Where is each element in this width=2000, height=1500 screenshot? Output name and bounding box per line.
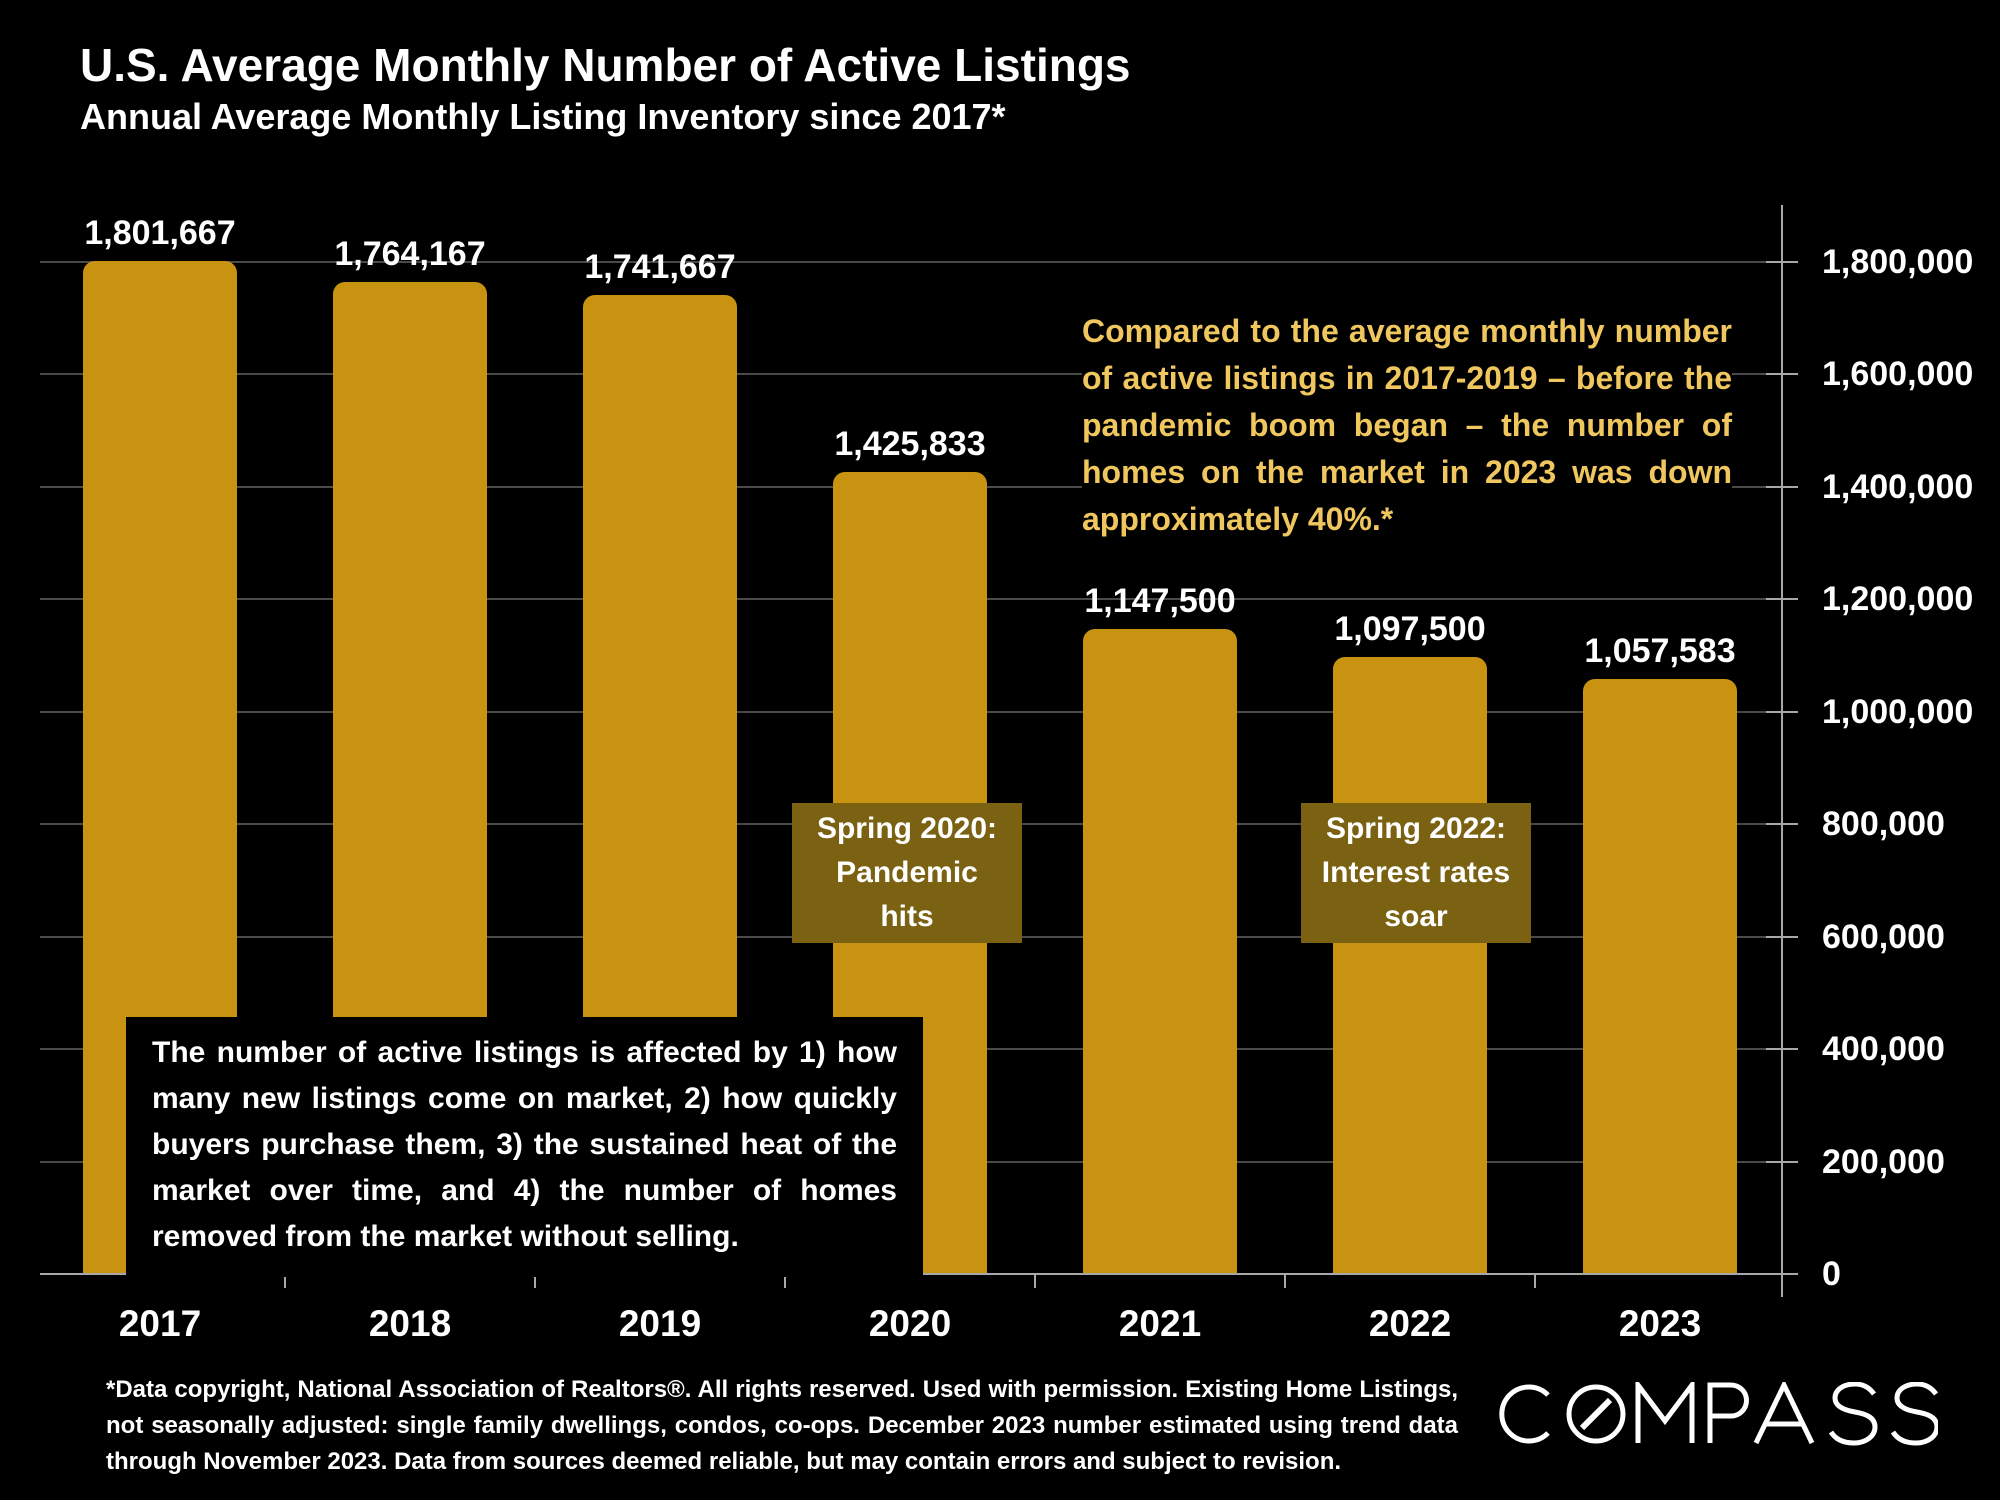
callout-spring-2020: Spring 2020: Pandemic hits [792,803,1022,943]
y-axis-tick-label: 1,800,000 [1822,243,1974,281]
y-axis-tick [1766,485,1798,488]
x-axis-label-2018: 2018 [368,1303,452,1344]
y-axis-tick [1766,1048,1798,1051]
x-axis-tick [784,1274,786,1288]
gridline [40,261,1782,263]
x-axis-label-2017: 2017 [118,1303,202,1344]
bar-value-label: 1,147,500 [1084,581,1236,620]
x-axis-label-2022: 2022 [1368,1303,1452,1344]
bar-value-label: 1,801,667 [84,214,236,253]
x-axis-tick [534,1274,536,1288]
page-title: U.S. Average Monthly Number of Active Li… [80,39,1131,91]
logo-letter-a [1753,1382,1815,1445]
callout-line: Pandemic [836,856,978,889]
logo-letter-s [1890,1382,1938,1446]
x-axis-label-2023: 2023 [1618,1303,1702,1344]
bar-2022 [1333,656,1487,1274]
callout-line: Interest rates [1321,856,1511,889]
y-axis-tick [1766,598,1798,601]
compass-logo [1499,1382,1938,1446]
y-axis-tick-label: 1,000,000 [1822,692,1974,731]
y-axis-tick [1766,710,1798,713]
y-axis-tick-label: 800,000 [1822,805,1945,844]
comparison-annotation: Compared to the average monthly number o… [1082,308,1732,543]
x-axis-label-2019: 2019 [618,1303,702,1344]
x-axis-tick [284,1274,286,1288]
y-axis-tick-label: 600,000 [1822,917,1945,956]
y-axis-tick-label: 400,000 [1822,1030,1945,1069]
x-axis-label-2020: 2020 [868,1303,952,1344]
x-axis-label-2021: 2021 [1118,1303,1202,1344]
bar-2023 [1583,679,1737,1274]
bar-value-label: 1,741,667 [584,247,736,286]
y-axis-line [1781,205,1783,1297]
logo-letter-c [1499,1384,1550,1444]
x-axis-tick [1034,1274,1036,1288]
logo-letter-p [1707,1382,1749,1443]
bar-value-label: 1,057,583 [1584,632,1736,671]
y-axis-tick [1766,1273,1798,1275]
y-axis-tick-label: 0 [1822,1255,1841,1293]
bar-value-label: 1,764,167 [334,235,486,274]
callout-line: Spring 2022: [1325,812,1507,845]
y-axis-tick [1766,373,1798,376]
gridline [40,373,1782,376]
y-axis-tick-label: 1,600,000 [1822,355,1974,394]
bar-value-label: 1,097,500 [1334,609,1486,648]
logo-letter-s [1828,1382,1878,1446]
y-axis-tick [1766,823,1798,826]
page-subtitle: Annual Average Monthly Listing Inventory… [80,96,1006,137]
x-axis-tick [1284,1274,1286,1288]
explainer-box: The number of active listings is affecte… [126,1017,923,1277]
y-axis-tick [1766,261,1798,263]
y-axis-tick [1766,1160,1798,1163]
footer-disclaimer: *Data copyright, National Association of… [106,1376,1458,1475]
callout-spring-2022: Spring 2022: Interest rates soar [1301,803,1531,943]
y-axis-tick-label: 200,000 [1822,1142,1945,1181]
bar-2021 [1083,628,1237,1274]
compass-needle-icon [1579,1397,1613,1431]
callout-line: soar [1384,900,1448,933]
x-axis-tick [1534,1274,1536,1288]
logo-letter-m [1635,1382,1695,1443]
callout-line: Spring 2020: [816,812,998,845]
logo-letter-o [1566,1384,1626,1444]
y-axis-tick [1766,935,1798,938]
y-axis-tick-label: 1,200,000 [1822,580,1974,619]
y-axis-tick-label: 1,400,000 [1822,467,1974,506]
callout-line: hits [880,900,934,933]
bar-value-label: 1,425,833 [834,425,986,464]
